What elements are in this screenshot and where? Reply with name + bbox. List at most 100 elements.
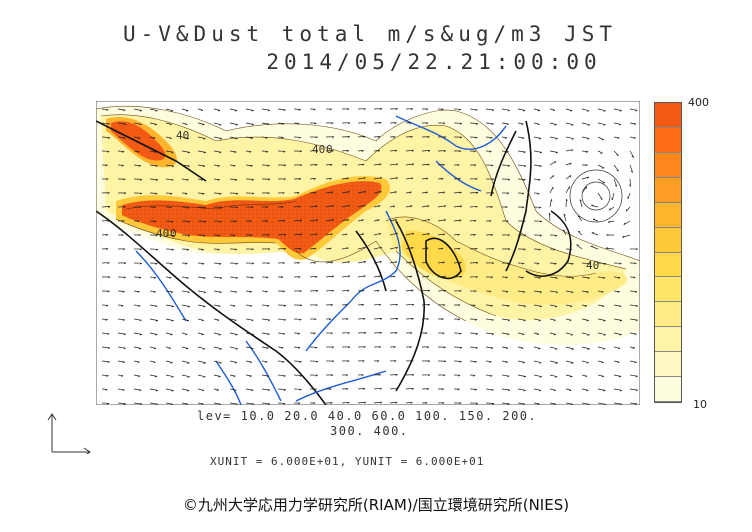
wind-vector (581, 176, 589, 180)
wind-vector (549, 318, 556, 321)
wind-vector (517, 136, 525, 139)
wind-vector-head (137, 375, 141, 378)
wind-vector-head (441, 388, 444, 391)
wind-vector-head (299, 375, 303, 377)
wind-vector-head (155, 334, 158, 336)
wind-vector-head (377, 289, 380, 292)
wind-vector-head (571, 263, 574, 265)
wind-vector-head (634, 262, 637, 265)
wind-vector (629, 304, 638, 307)
wind-vector (581, 276, 590, 279)
wind-vector-head (427, 136, 430, 139)
wind-vector-head (474, 220, 477, 222)
wind-vector-head (393, 205, 396, 208)
wind-vector-head (170, 362, 173, 364)
wind-vector-head (363, 205, 366, 208)
wind-vector-head (553, 319, 556, 322)
wind-vector (245, 402, 254, 405)
wind-vector (501, 332, 510, 335)
wind-vector (405, 149, 414, 152)
wind-vector-head (168, 347, 171, 350)
wind-vector (149, 290, 156, 293)
wind-vector (101, 220, 110, 222)
wind-vector-head (186, 320, 189, 322)
wind-vector (309, 247, 317, 250)
wind-vector-head (475, 137, 478, 139)
wind-vector-head (234, 291, 237, 294)
wind-vector (341, 150, 349, 152)
wind-vector-head (475, 347, 478, 349)
wind-vector-head (554, 161, 557, 164)
wind-vector-head (491, 192, 494, 195)
wind-vector-head (123, 137, 126, 140)
wind-vector (389, 318, 398, 320)
wind-vector (261, 360, 268, 363)
wind-vector-head (602, 277, 606, 279)
wind-vector-head (297, 333, 300, 335)
wind-vector (357, 246, 366, 250)
wind-vector-head (171, 179, 174, 181)
wind-vector (597, 332, 606, 336)
wind-vector (373, 232, 381, 236)
wind-vector (245, 136, 253, 139)
colorbar-swatch (655, 127, 681, 153)
wind-vector (469, 262, 479, 264)
wind-vector-head (570, 376, 573, 378)
wind-vector (261, 108, 270, 111)
wind-vector-head (427, 304, 430, 306)
wind-vector-head (603, 334, 606, 336)
wind-vector (629, 108, 638, 111)
wind-vector-head (251, 192, 255, 195)
wind-vector-head (569, 305, 573, 308)
wind-vector-head (105, 319, 108, 321)
wind-vector (245, 318, 254, 321)
wind-vector (245, 290, 252, 292)
wind-vector-head (347, 136, 350, 138)
wind-vector-head (347, 289, 350, 292)
wind-vector (581, 304, 588, 307)
wind-vector (133, 150, 140, 152)
wind-vector (533, 150, 542, 153)
wind-vector-head (186, 390, 190, 392)
wind-vector (229, 108, 238, 111)
wind-vector (533, 346, 541, 349)
wind-vector-head (523, 220, 526, 223)
wind-vector (591, 205, 599, 208)
wind-vector-head (571, 138, 574, 140)
wind-vector (213, 192, 222, 194)
wind-vector (517, 346, 524, 349)
wind-vector-head (298, 276, 301, 279)
wind-vector-head (602, 348, 606, 350)
wind-vector-head (331, 219, 334, 222)
wind-vector (548, 213, 551, 222)
levels-line-2: 300. 400. (330, 424, 409, 438)
wind-vector-head (569, 319, 572, 322)
wind-vector (373, 289, 380, 292)
wind-vector-head (139, 110, 142, 112)
wind-vector-head (379, 246, 382, 249)
wind-vector-head (363, 247, 366, 250)
wind-vector (485, 108, 494, 111)
wind-vector (405, 136, 413, 138)
wind-vector-head (299, 219, 302, 222)
wind-vector-head (123, 109, 126, 112)
wind-vector-head (251, 179, 254, 181)
wind-vector (501, 136, 508, 139)
wind-vector-head (170, 291, 174, 294)
wind-vector-head (331, 290, 334, 292)
wind-vector-head (395, 374, 398, 376)
wind-vector-head (346, 150, 349, 152)
wind-vector-head (507, 403, 510, 405)
wind-vector (213, 402, 221, 405)
colorbar-swatch (655, 202, 681, 228)
wind-vector-head (379, 163, 382, 166)
wind-vector-head (586, 110, 590, 112)
wind-vector-head (490, 347, 494, 350)
wind-vector-head (443, 346, 446, 349)
wind-vector-head (315, 219, 319, 222)
wind-vector-head (443, 219, 446, 222)
wind-vector (165, 136, 172, 139)
wind-vector-head (379, 332, 382, 334)
wind-vector-head (283, 375, 286, 377)
wind-vector-head (539, 234, 542, 237)
